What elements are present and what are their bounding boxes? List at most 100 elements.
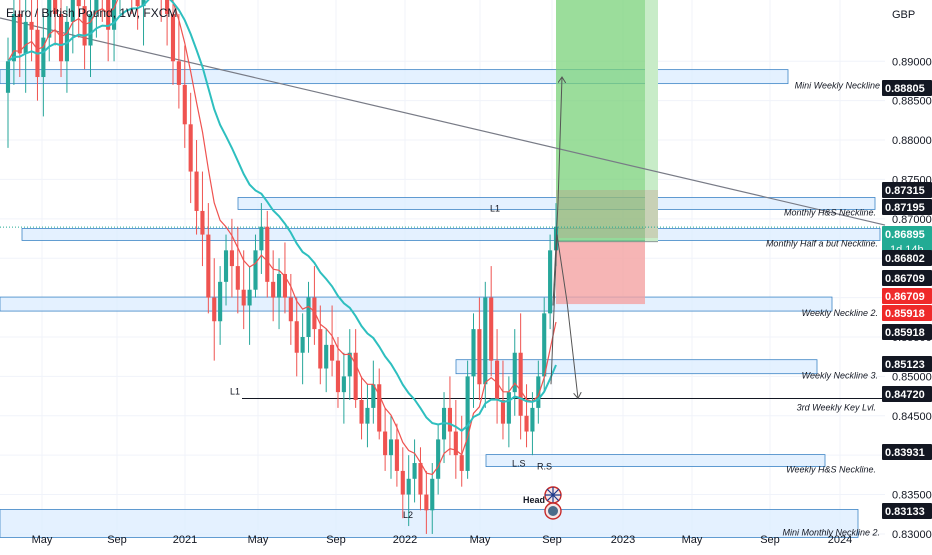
candle-body[interactable] (536, 376, 541, 408)
candle-body[interactable] (471, 329, 476, 377)
level-zone[interactable] (0, 296, 833, 312)
candle-body[interactable] (182, 84, 187, 125)
candle-body[interactable] (288, 297, 293, 322)
candle-body[interactable] (477, 329, 482, 385)
level-zone[interactable] (485, 454, 826, 467)
price-badge[interactable] (882, 305, 932, 321)
level-zone[interactable] (455, 359, 818, 375)
loss-zone[interactable] (556, 241, 645, 305)
candle-body[interactable] (53, 0, 58, 14)
candle-body[interactable] (271, 281, 276, 298)
candle-body[interactable] (365, 407, 370, 424)
candle-body[interactable] (282, 273, 288, 298)
candle-body[interactable] (29, 21, 34, 30)
price-badge[interactable] (882, 356, 932, 372)
candle-body[interactable] (176, 61, 181, 85)
candle-body[interactable] (276, 273, 282, 298)
candle-body[interactable] (206, 234, 211, 298)
candle-body[interactable] (94, 0, 99, 14)
candle-body[interactable] (212, 297, 217, 322)
candle-body[interactable] (200, 210, 205, 235)
projection-down-arrow[interactable] (550, 234, 578, 399)
candle-body[interactable] (88, 14, 93, 46)
candle-body[interactable] (300, 336, 305, 353)
candle-body[interactable] (388, 439, 394, 456)
candle-body[interactable] (241, 289, 246, 306)
candle-body[interactable] (412, 463, 417, 479)
candle-body[interactable] (506, 392, 511, 424)
candle-body[interactable] (218, 281, 223, 322)
price-badge[interactable] (882, 199, 932, 215)
candle-body[interactable] (453, 431, 458, 456)
candle-body[interactable] (229, 250, 234, 267)
candle-body[interactable] (247, 289, 252, 306)
price-badge[interactable] (882, 444, 932, 460)
candle-body[interactable] (359, 400, 364, 424)
candle-body[interactable] (170, 14, 176, 62)
flag-icon[interactable] (544, 486, 562, 504)
candle-body[interactable] (265, 226, 270, 282)
globe-icon[interactable] (544, 502, 562, 520)
candle-body[interactable] (335, 360, 341, 393)
candle-body[interactable] (47, 0, 52, 38)
price-badge[interactable] (882, 288, 932, 304)
candle-body[interactable] (483, 297, 488, 385)
ema-fast-line[interactable] (7, 0, 557, 476)
candle-body[interactable] (58, 14, 64, 62)
candle-body[interactable] (430, 478, 435, 511)
candle-body[interactable] (106, 0, 111, 30)
candle-body[interactable] (312, 297, 317, 330)
candle-body[interactable] (223, 250, 229, 282)
candle-body[interactable] (112, 0, 117, 30)
candle-body[interactable] (353, 352, 358, 401)
candle-body[interactable] (23, 21, 28, 54)
profit-zone[interactable] (556, 0, 658, 242)
candle-body[interactable] (70, 0, 75, 22)
candle-body[interactable] (341, 376, 346, 393)
candle-body[interactable] (294, 321, 299, 353)
candle-body[interactable] (465, 376, 470, 471)
candle-body[interactable] (406, 478, 411, 495)
candle-body[interactable] (82, 6, 87, 46)
candle-body[interactable] (500, 400, 506, 424)
candle-body[interactable] (165, 0, 170, 14)
descending-trendline[interactable] (0, 17, 886, 226)
candle-body[interactable] (518, 352, 523, 416)
candle-body[interactable] (306, 297, 311, 337)
candle-body[interactable] (347, 352, 352, 377)
level-zone[interactable] (21, 228, 881, 241)
candle-body[interactable] (383, 431, 388, 456)
candle-body[interactable] (253, 250, 258, 290)
price-badge[interactable] (882, 386, 932, 402)
price-badge[interactable] (882, 250, 932, 266)
candle-body[interactable] (194, 171, 199, 211)
candle-body[interactable] (5, 61, 11, 93)
candle-body[interactable] (235, 266, 240, 290)
projection-up-arrow[interactable] (552, 77, 562, 306)
candle-body[interactable] (400, 470, 405, 495)
candle-body[interactable] (418, 463, 423, 495)
candle-body[interactable] (64, 21, 69, 62)
candle-body[interactable] (459, 455, 464, 471)
candle-body[interactable] (76, 0, 81, 7)
candle-body[interactable] (436, 439, 441, 479)
candle-body[interactable] (424, 494, 429, 511)
price-badge[interactable] (882, 503, 932, 519)
candle-body[interactable] (495, 360, 500, 401)
candle-body[interactable] (371, 384, 376, 408)
candle-body[interactable] (530, 407, 535, 432)
candle-body[interactable] (318, 329, 323, 369)
ema-slow-line[interactable] (7, 0, 557, 432)
candle-body[interactable] (330, 344, 335, 361)
price-badge[interactable] (882, 324, 932, 340)
candle-body[interactable] (524, 415, 529, 432)
candle-body[interactable] (135, 0, 140, 7)
candle-body[interactable] (377, 384, 382, 432)
candle-body[interactable] (259, 226, 264, 251)
candle-body[interactable] (188, 124, 193, 172)
price-badge[interactable] (882, 270, 932, 286)
candle-body[interactable] (41, 37, 46, 78)
candle-body[interactable] (394, 439, 399, 471)
